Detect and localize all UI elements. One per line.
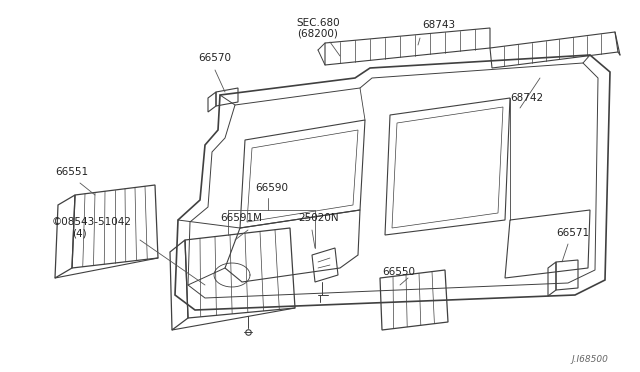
Text: SEC.680: SEC.680 [296, 18, 340, 28]
Text: 66550: 66550 [382, 267, 415, 277]
Text: 25020N: 25020N [298, 213, 339, 223]
Text: 66571: 66571 [556, 228, 589, 238]
Text: 66590: 66590 [255, 183, 288, 193]
Text: 66551: 66551 [55, 167, 88, 177]
Text: 66591M: 66591M [220, 213, 262, 223]
Text: (68200): (68200) [298, 28, 339, 38]
Text: (4): (4) [72, 228, 86, 238]
Text: J.I68500: J.I68500 [571, 356, 608, 365]
Text: 68743: 68743 [422, 20, 455, 30]
Text: 68742: 68742 [510, 93, 543, 103]
Text: ©08543-51042: ©08543-51042 [52, 217, 132, 227]
Text: 66570: 66570 [198, 53, 232, 63]
